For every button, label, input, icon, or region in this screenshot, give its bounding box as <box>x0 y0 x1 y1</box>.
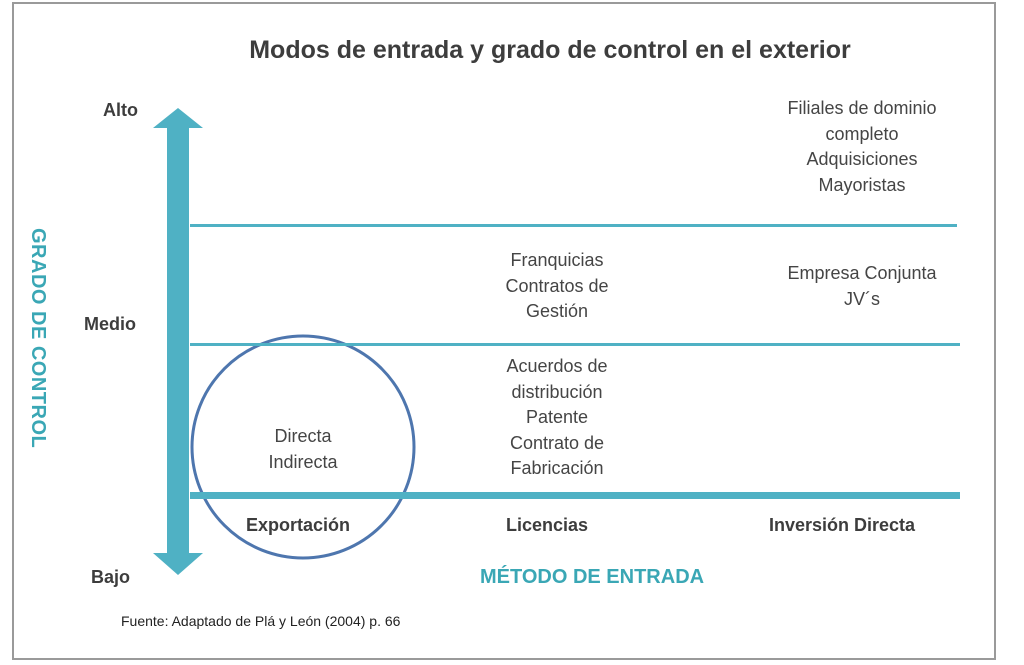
cell-line: distribución <box>511 381 603 402</box>
cell-line: completo <box>825 123 899 144</box>
y-level-low: Bajo <box>91 567 131 587</box>
band-line-medium <box>190 343 960 346</box>
cell-line: Gestión <box>525 301 589 321</box>
cell-line: Mayoristas <box>818 174 906 195</box>
cell-line: Empresa Conjunta <box>787 263 937 283</box>
vertical-double-arrow <box>153 108 203 575</box>
y-level-high: Alto <box>103 100 138 120</box>
figure-frame <box>12 2 996 660</box>
y-level-medium: Medio <box>84 314 136 334</box>
band-line-base <box>190 492 960 499</box>
x-category-licencias: Licencias <box>505 515 589 535</box>
band-line-high <box>190 224 957 227</box>
cell-line: Contrato de <box>509 432 605 453</box>
cell-line: Patente <box>525 407 589 427</box>
cell-licencias-medio: Franquicias Contratos de Gestión <box>457 248 657 325</box>
x-axis-title: MÉTODO DE ENTRADA <box>480 566 705 588</box>
cell-line: Acuerdos de <box>506 356 608 376</box>
cell-inversion-alto: Filiales de dominio completo Adquisicion… <box>752 96 972 198</box>
cell-exportacion-bajo: Directa Indirecta <box>223 424 383 475</box>
cell-line: Fabricación <box>510 458 604 478</box>
cell-line: Indirecta <box>268 451 338 472</box>
cell-line: Adquisiciones <box>806 149 918 169</box>
cell-line: Contratos de <box>505 275 609 296</box>
cell-inversion-medio: Empresa Conjunta JV´s <box>752 261 972 312</box>
x-category-inversion-directa: Inversión Directa <box>768 515 916 535</box>
cell-line: Franquicias <box>510 250 604 270</box>
exportacion-circle <box>190 334 416 560</box>
diagram-title: Modos de entrada y grado de control en e… <box>249 36 851 64</box>
source-note: Fuente: Adaptado de Plá y León (2004) p.… <box>121 613 401 629</box>
y-axis-title: GRADO DE CONTROL <box>27 228 49 449</box>
cell-line: Filiales de dominio <box>787 98 937 118</box>
x-category-exportacion: Exportación <box>245 515 351 535</box>
cell-licencias-bajo: Acuerdos de distribución Patente Contrat… <box>457 354 657 482</box>
cell-line: Directa <box>274 426 332 446</box>
cell-line: JV´s <box>844 288 880 309</box>
